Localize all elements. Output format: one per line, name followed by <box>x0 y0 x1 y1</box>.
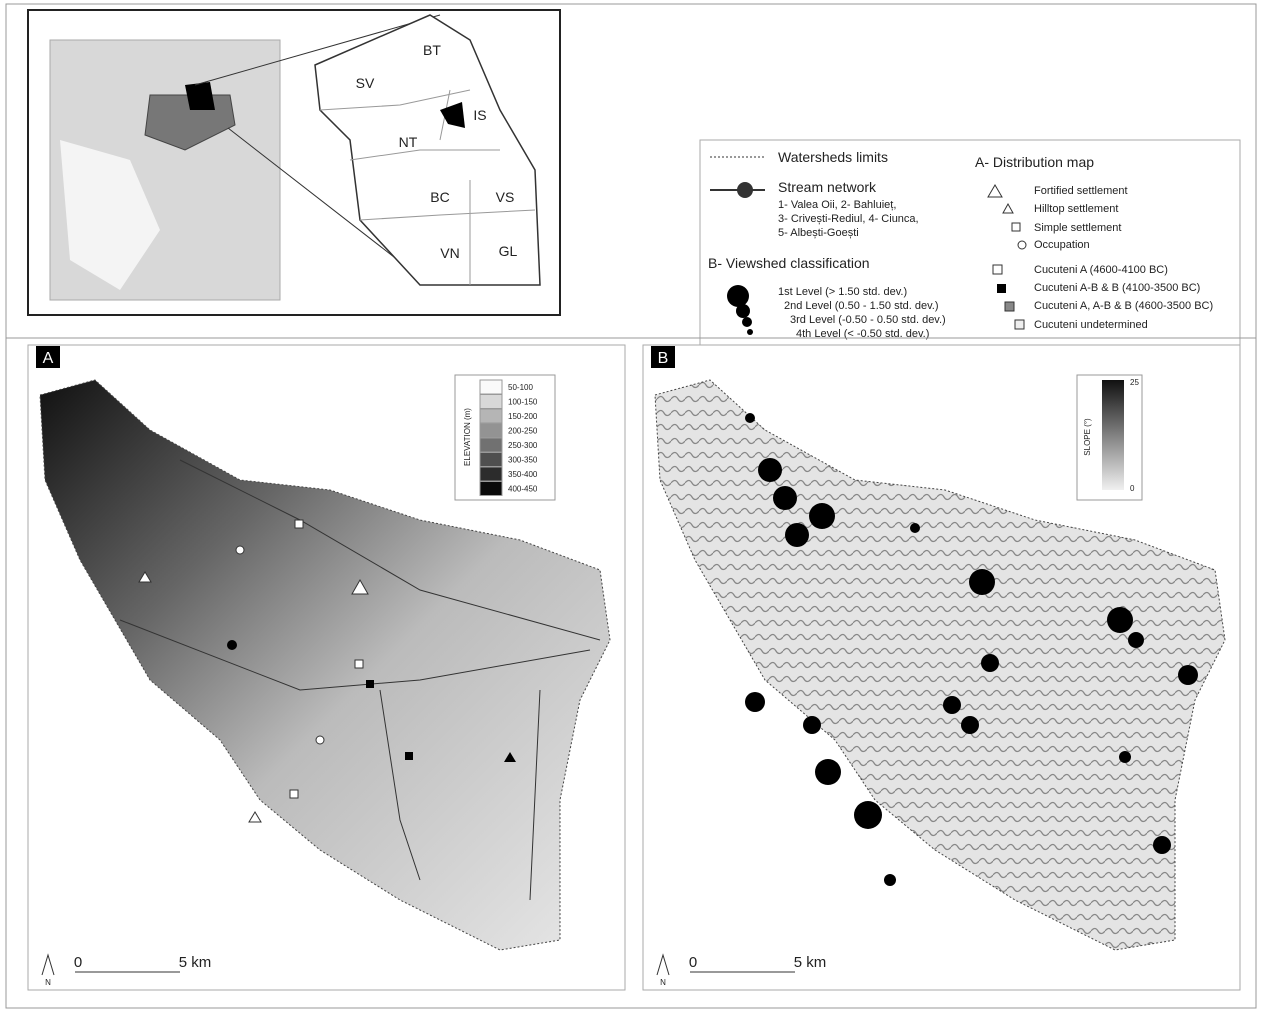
north-arrow: N <box>660 978 666 987</box>
county-label: GL <box>499 243 518 259</box>
viewshed-level: 1st Level (> 1.50 std. dev.) <box>778 286 907 298</box>
elevation-swatch <box>480 467 502 481</box>
legend-text: Watersheds limits <box>778 149 888 165</box>
county-label: VS <box>496 189 515 205</box>
elevation-swatch <box>480 395 502 409</box>
site-type: Hilltop settlement <box>1034 203 1118 215</box>
county-label: BC <box>430 189 449 205</box>
scale-label: 0 <box>74 954 82 971</box>
legend-title: ELEVATION (m) <box>463 408 472 466</box>
elevation-swatch <box>480 482 502 496</box>
slope-legend: SLOPE (°) 25 0 <box>1077 375 1142 500</box>
slope-max: 25 <box>1130 378 1139 387</box>
map-figure: BT SV IS NT BC VS VN GL Watersheds limit… <box>0 0 1263 1012</box>
elevation-swatch <box>480 438 502 452</box>
phase: Cucuteni A, A-B & B (4600-3500 BC) <box>1034 300 1213 312</box>
panel-a: A ELEVATION (m) 50-100 100-150 150-200 200-… <box>28 345 625 990</box>
elevation-class: 200-250 <box>508 427 538 436</box>
inset: BT SV IS NT BC VS VN GL <box>28 10 560 315</box>
county-label: NT <box>399 134 418 150</box>
county-label: BT <box>423 42 441 58</box>
site-type: Fortified settlement <box>1034 185 1128 197</box>
elevation-swatch <box>480 453 502 467</box>
panel-b: B SLOPE (°) 25 0 N 0 5 km <box>643 345 1240 990</box>
elevation-swatch <box>480 424 502 438</box>
legend-heading: A- Distribution map <box>975 154 1094 170</box>
scale-label: 0 <box>689 954 697 971</box>
legend-text: Stream network <box>778 179 877 195</box>
county-label: IS <box>473 107 486 123</box>
stream-name: 3- Crivești-Rediul, 4- Ciunca, <box>778 213 919 225</box>
panel-label: A <box>43 350 54 367</box>
scale-label: 5 km <box>794 954 827 971</box>
panel-label: B <box>658 350 669 367</box>
stream-name: 5- Albești-Goești <box>778 227 859 239</box>
elevation-swatch <box>480 409 502 423</box>
elevation-swatch <box>480 380 502 394</box>
elevation-class: 350-400 <box>508 470 538 479</box>
viewshed-level: 3rd Level (-0.50 - 0.50 std. dev.) <box>790 314 946 326</box>
elevation-class: 100-150 <box>508 398 538 407</box>
elevation-class: 400-450 <box>508 485 538 494</box>
slope-min: 0 <box>1130 484 1135 493</box>
elevation-class: 50-100 <box>508 383 533 392</box>
legend-title: SLOPE (°) <box>1083 418 1092 456</box>
phase: Cucuteni A (4600-4100 BC) <box>1034 264 1168 276</box>
site-type: Occupation <box>1034 239 1090 251</box>
north-arrow: N <box>45 978 51 987</box>
phase: Cucuteni undetermined <box>1034 319 1148 331</box>
scale-label: 5 km <box>179 954 212 971</box>
legend: Watersheds limits Stream network 1- Vale… <box>700 140 1240 345</box>
elevation-class: 150-200 <box>508 412 538 421</box>
elevation-class: 300-350 <box>508 456 538 465</box>
site-type: Simple settlement <box>1034 222 1121 234</box>
county-label: SV <box>356 75 375 91</box>
phase: Cucuteni A-B & B (4100-3500 BC) <box>1034 282 1200 294</box>
elevation-class: 250-300 <box>508 441 538 450</box>
viewshed-level: 2nd Level (0.50 - 1.50 std. dev.) <box>784 300 939 312</box>
figure: BT SV IS NT BC VS VN GL Watersheds limit… <box>0 0 1263 1012</box>
legend-heading: B- Viewshed classification <box>708 255 870 271</box>
elevation-legend: ELEVATION (m) 50-100 100-150 150-200 200-25… <box>455 375 555 500</box>
county-label: VN <box>440 245 459 261</box>
stream-name: 1- Valea Oii, 2- Bahluieț, <box>778 199 896 211</box>
